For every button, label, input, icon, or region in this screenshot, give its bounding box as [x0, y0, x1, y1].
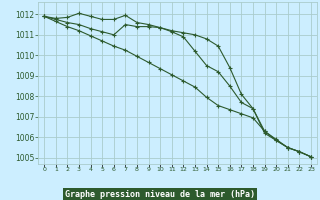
Text: Graphe pression niveau de la mer (hPa): Graphe pression niveau de la mer (hPa)	[65, 190, 255, 199]
